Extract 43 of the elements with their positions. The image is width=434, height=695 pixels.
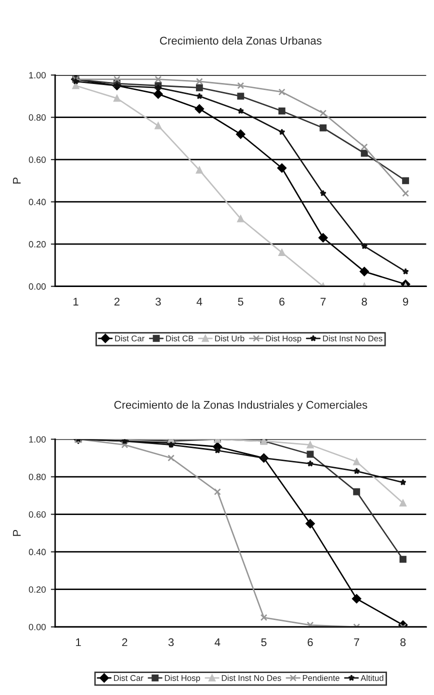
y-tick-label: 0.00 [28,624,46,630]
x-tick-label: 8 [362,298,367,306]
y-tick-label: 0.00 [28,283,46,290]
legend-label: Dist Hosp [266,335,302,344]
y-tick-label: 0.60 [28,511,46,518]
legend-label: Pendiente [302,674,340,681]
y-tick-label: 0.40 [28,548,46,556]
legend-label: Altitud [360,674,384,681]
x-tick-label: 8 [400,638,406,646]
x-tick-label: 1 [73,298,78,306]
x-tick-label: 4 [196,298,202,306]
x-tick-label: 4 [214,638,220,646]
x-tick-label: 5 [238,298,244,306]
legend-label: Dist Inst No Des [323,335,382,342]
y-axis-title: P [13,178,21,184]
legend-label: Dist Hosp [164,674,200,683]
x-tick-label: 6 [308,638,313,646]
x-tick-label: 5 [261,638,266,646]
y-tick-label: 1.00 [29,72,46,78]
y-tick-label: 0.20 [28,586,46,593]
x-tick-label: 3 [168,638,174,646]
y-tick-label: 0.20 [28,241,46,248]
legend-label: Dist Inst No Des [222,674,282,681]
legend-label: Dist Urb [215,335,244,342]
x-tick-label: 6 [279,298,284,306]
y-tick-label: 0.40 [28,198,46,206]
y-axis-title: P [13,530,21,536]
legend-label: Dist Car [115,335,144,342]
x-tick-label: 7 [320,298,326,306]
x-tick-label: 1 [76,638,81,646]
chart-title: Crecimiento de la Zonas Industriales y Comerciales [114,400,368,411]
x-tick-label: 7 [354,638,360,646]
chart-title: Crecimiento dela Zonas Urbanas [160,36,322,45]
legend-label: Dist Car [114,674,144,681]
y-tick-label: 0.80 [28,474,46,480]
x-tick-label: 9 [403,298,408,306]
x-tick-label: 2 [114,298,120,306]
x-tick-label: 2 [122,638,128,646]
legend-label: Dist CB [166,335,194,342]
y-tick-label: 0.80 [28,114,46,121]
x-tick-label: 3 [156,298,161,306]
y-tick-label: 1.00 [29,436,46,443]
y-tick-label: 0.60 [28,156,46,163]
